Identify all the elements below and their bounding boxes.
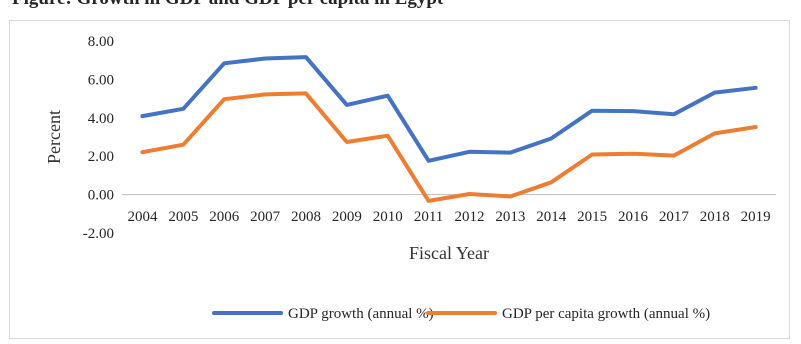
series-lines — [142, 57, 755, 201]
y-tick-label: 0.00 — [88, 188, 114, 204]
chart-area-border — [10, 21, 790, 339]
x-tick-label: 2012 — [454, 209, 484, 225]
x-tick-label: 2013 — [495, 209, 525, 225]
x-tick-label: 2011 — [414, 209, 443, 225]
y-tick-label: 4.00 — [88, 111, 114, 127]
x-tick-label: 2018 — [700, 209, 730, 225]
x-tick-label: 2006 — [209, 209, 240, 225]
y-axis-ticks: -2.00 0.00 2.00 4.00 6.00 8.00 — [83, 34, 114, 242]
x-axis-title: Fiscal Year — [409, 243, 489, 263]
legend: GDP growth (annual %) GDP per capita grow… — [214, 306, 710, 322]
x-tick-label: 2014 — [536, 209, 567, 225]
x-axis-ticks: 2004 2005 2006 2007 2008 2009 2010 2011 2012 2013… — [127, 209, 770, 225]
legend-label-1: GDP growth (annual %) — [288, 306, 434, 322]
y-tick-label: -2.00 — [83, 226, 114, 242]
x-tick-label: 2019 — [741, 209, 771, 225]
x-tick-label: 2015 — [577, 209, 607, 225]
x-tick-label: 2004 — [127, 209, 158, 225]
y-tick-label: 2.00 — [88, 149, 114, 165]
x-tick-label: 2008 — [291, 209, 321, 225]
y-tick-label: 8.00 — [88, 34, 114, 50]
y-tick-label: 6.00 — [88, 72, 114, 88]
series-line-2 — [142, 93, 755, 200]
x-tick-label: 2010 — [373, 209, 403, 225]
x-tick-label: 2009 — [332, 209, 362, 225]
legend-label-2: GDP per capita growth (annual %) — [502, 306, 710, 322]
y-axis-title: Percent — [44, 110, 64, 164]
x-tick-label: 2007 — [250, 209, 281, 225]
chart-title: Figure: Growth in GDP and GDP per capita… — [12, 0, 444, 9]
series-line-1 — [142, 57, 755, 161]
x-tick-label: 2017 — [659, 209, 690, 225]
x-tick-label: 2016 — [618, 209, 649, 225]
x-tick-label: 2005 — [168, 209, 198, 225]
